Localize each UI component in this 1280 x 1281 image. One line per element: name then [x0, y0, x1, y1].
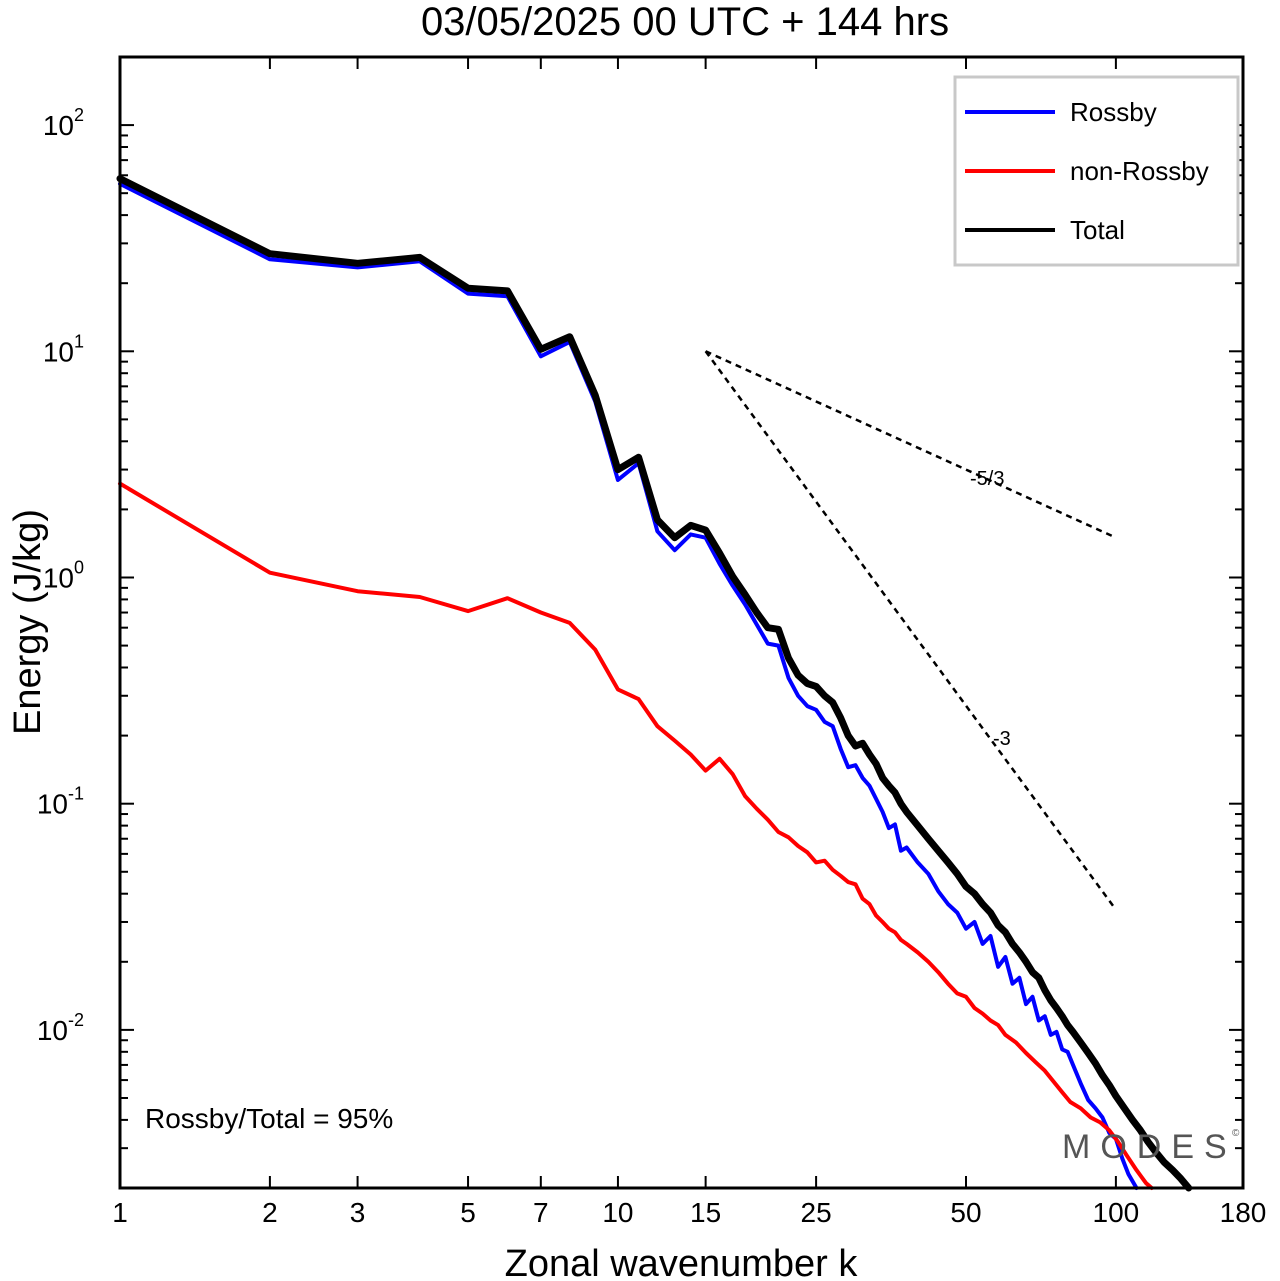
reference-line [705, 350, 1117, 539]
x-tick-label: 15 [690, 1197, 721, 1228]
legend: Rossby non-Rossby Total [953, 75, 1240, 267]
legend-label: Total [1070, 215, 1125, 245]
series-lines [116, 175, 1193, 1192]
chart-title: 03/05/2025 00 UTC + 144 hrs [421, 0, 949, 44]
copyright-mark: © [1232, 1128, 1240, 1139]
x-tick-label: 180 [1220, 1197, 1267, 1228]
x-tick-label: 10 [602, 1197, 633, 1228]
reference-slopes: -5/3 -3 [704, 350, 1117, 911]
reference-line-label: -3 [993, 728, 1011, 750]
y-tick-label: 100 [43, 557, 84, 593]
x-tick-label: 7 [533, 1197, 549, 1228]
x-tick-labels: 1 2 3 5 7 10 15 25 50 100 180 [112, 1197, 1266, 1228]
x-tick-label: 3 [350, 1197, 366, 1228]
y-tick-label: 10-2 [37, 1010, 84, 1046]
x-tick-label: 25 [801, 1197, 832, 1228]
x-tick-label: 50 [950, 1197, 981, 1228]
y-tick-labels: 102 101 100 10-1 10-2 [37, 105, 84, 1046]
watermark-text: MODES [1062, 1128, 1237, 1166]
x-tick-label: 100 [1093, 1197, 1140, 1228]
series-line-total [116, 175, 1193, 1192]
series-line-non-rossby [118, 481, 1154, 1190]
rossby-ratio-annotation: Rossby/Total = 95% [145, 1103, 393, 1134]
x-tick-label: 1 [112, 1197, 128, 1228]
reference-line [704, 350, 1117, 911]
x-tick-label: 5 [460, 1197, 476, 1228]
modes-watermark: MODES © [1062, 1128, 1240, 1166]
legend-label: non-Rossby [1070, 156, 1209, 186]
y-tick-label: 10-1 [37, 784, 84, 820]
y-tick-label: 101 [43, 331, 84, 367]
y-axis-label: Energy (J/kg) [7, 509, 49, 735]
legend-label: Rossby [1070, 97, 1157, 127]
plot-frame [118, 55, 1245, 1190]
x-axis-label: Zonal wavenumber k [505, 1243, 859, 1281]
series-line-rossby [118, 181, 1139, 1190]
y-tick-label: 102 [43, 105, 84, 141]
x-tick-label: 2 [262, 1197, 278, 1228]
reference-line-label: -5/3 [970, 468, 1004, 490]
